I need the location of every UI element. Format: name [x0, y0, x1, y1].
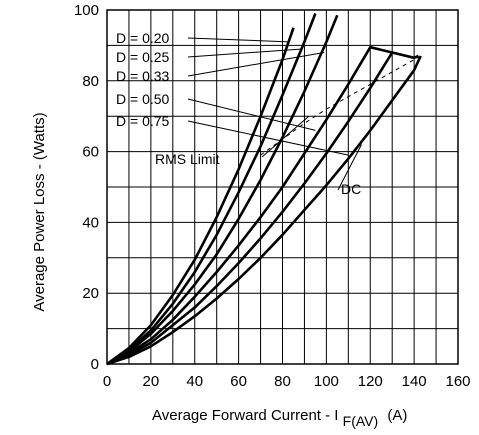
x-tick-label: 60: [230, 373, 247, 390]
series-line-d-0-25: [106, 13, 317, 366]
x-tick-label: 160: [445, 373, 470, 390]
label-d033: D = 0.33: [116, 68, 170, 84]
series-line-dc: [106, 55, 422, 366]
rms-limit-line: [260, 55, 421, 156]
series-line-d-0-75: [106, 51, 419, 366]
y-axis-label: Average Power Loss - (Watts): [31, 112, 48, 311]
leader-line: [187, 98, 316, 131]
x-axis-label-unit: (A): [387, 407, 407, 424]
plot-frame: [106, 9, 459, 365]
leader-line: [261, 115, 310, 158]
y-tick-label: 80: [82, 73, 99, 90]
label-rms-limit: RMS Limit: [155, 151, 220, 167]
x-tick-label: 20: [143, 373, 160, 390]
y-tick-label: 100: [74, 2, 99, 19]
x-tick-label: 40: [186, 373, 203, 390]
leader-line: [187, 37, 290, 43]
series-line-d-0-20: [106, 27, 295, 366]
leader-line: [337, 144, 362, 191]
x-tick-label: 140: [402, 373, 427, 390]
plot-border: [106, 9, 459, 365]
series-lines: [106, 13, 422, 366]
grid: [107, 10, 458, 364]
label-d020: D = 0.20: [116, 30, 170, 46]
label-dc: DC: [341, 181, 361, 197]
x-axis-label-subscript: F(AV): [343, 413, 379, 429]
x-tick-labels: 0 20 40 60 80 100 120 140 160: [103, 373, 471, 390]
series-line-d-0-50: [106, 45, 393, 366]
x-axis-label: Average Forward Current - I F(AV) (A): [152, 407, 407, 430]
y-tick-labels: 0 20 40 60 80 100: [74, 2, 99, 373]
leader-line: [187, 51, 325, 77]
label-d075: D = 0.75: [116, 113, 170, 129]
leader-line: [187, 48, 303, 58]
y-tick-label: 60: [82, 144, 99, 161]
x-tick-label: 0: [103, 373, 111, 390]
label-d050: D = 0.50: [116, 91, 170, 107]
y-tick-label: 0: [91, 356, 99, 373]
label-d025: D = 0.25: [116, 49, 170, 65]
label-leaders: [187, 37, 362, 191]
leader-line: [187, 120, 349, 156]
series-line-d-0-33: [106, 14, 339, 366]
x-axis-label-main: Average Forward Current - I: [152, 407, 338, 424]
y-tick-label: 20: [82, 285, 99, 302]
x-tick-label: 80: [274, 373, 291, 390]
x-tick-label: 100: [314, 373, 339, 390]
y-tick-label: 40: [82, 214, 99, 231]
x-tick-label: 120: [358, 373, 383, 390]
